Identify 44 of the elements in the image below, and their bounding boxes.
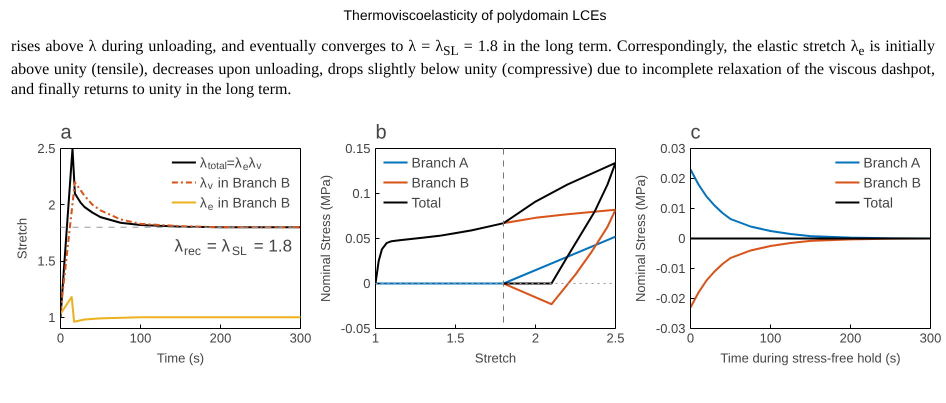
y-tick-label: -0.05 (340, 321, 371, 336)
y-tick-label: -0.02 (656, 291, 686, 306)
text: rises above λ during unloading, and eventually converges to λ = λ$_{SL}$ = 1.8 in the long term. Correspondingly, the elastic stretch λ$_{e}$ is initially above unity (tensile), decreases upon unloading, drops slightly below unity (compressive) due to incomplete relaxation of the viscous dashpot, and finally returns to unity in the long term. (11, 37, 935, 100)
y-axis-title: Nominal Stress (MPa) (632, 174, 648, 302)
legend-label: Branch B (412, 174, 470, 190)
x-tick-label: 200 (840, 330, 862, 346)
x-tick-label: 100 (130, 330, 152, 346)
x-tick-label: 2.5 (606, 330, 625, 346)
y-tick-label: -0.01 (656, 261, 686, 276)
y-tick-label: 0.05 (345, 231, 371, 246)
x-tick-label: 300 (290, 330, 312, 346)
y-tick-label: 0 (678, 231, 686, 246)
y-tick-label: 0.03 (660, 141, 686, 156)
chart-title: b (376, 122, 387, 144)
x-tick-label: 200 (210, 330, 232, 346)
y-tick-label: 0.01 (660, 201, 686, 216)
line-series (60, 296, 300, 323)
legend-label: Branch B (863, 174, 922, 190)
y-axis-title: Nominal Stress (MPa) (318, 174, 333, 302)
chart-title: a (60, 122, 72, 144)
x-tick-label: 1.5 (446, 330, 465, 346)
y-tick-label: 0.02 (660, 171, 686, 186)
text: Thermoviscoelasticity of polydomain LCEs (344, 6, 606, 25)
y-tick-label: 1.5 (37, 254, 56, 268)
legend-label: Total (412, 194, 442, 210)
y-tick-label: 0.1 (352, 186, 371, 201)
x-tick-label: 2 (532, 330, 540, 346)
y-axis-title: Stretch (14, 218, 30, 260)
x-tick-label: 300 (920, 330, 942, 346)
legend-label: Branch A (412, 154, 469, 170)
x-axis-title: Time (s) (156, 350, 204, 366)
y-tick-label: -0.03 (656, 321, 686, 336)
y-tick-label: 0.15 (345, 141, 371, 156)
x-tick-label: 100 (760, 330, 782, 346)
legend-label: Branch A (863, 154, 921, 170)
line-series (502, 208, 616, 306)
x-axis-title: Stretch (474, 350, 516, 366)
y-tick-label: 2 (48, 197, 56, 212)
chart-title: c (690, 122, 700, 144)
y-tick-label: 0 (363, 276, 371, 291)
legend-label: Total (863, 194, 893, 210)
y-tick-label: 2.5 (37, 141, 56, 156)
x-axis-title: Time during stress-free hold (s) (720, 350, 901, 366)
y-tick-label: 1 (48, 310, 56, 325)
